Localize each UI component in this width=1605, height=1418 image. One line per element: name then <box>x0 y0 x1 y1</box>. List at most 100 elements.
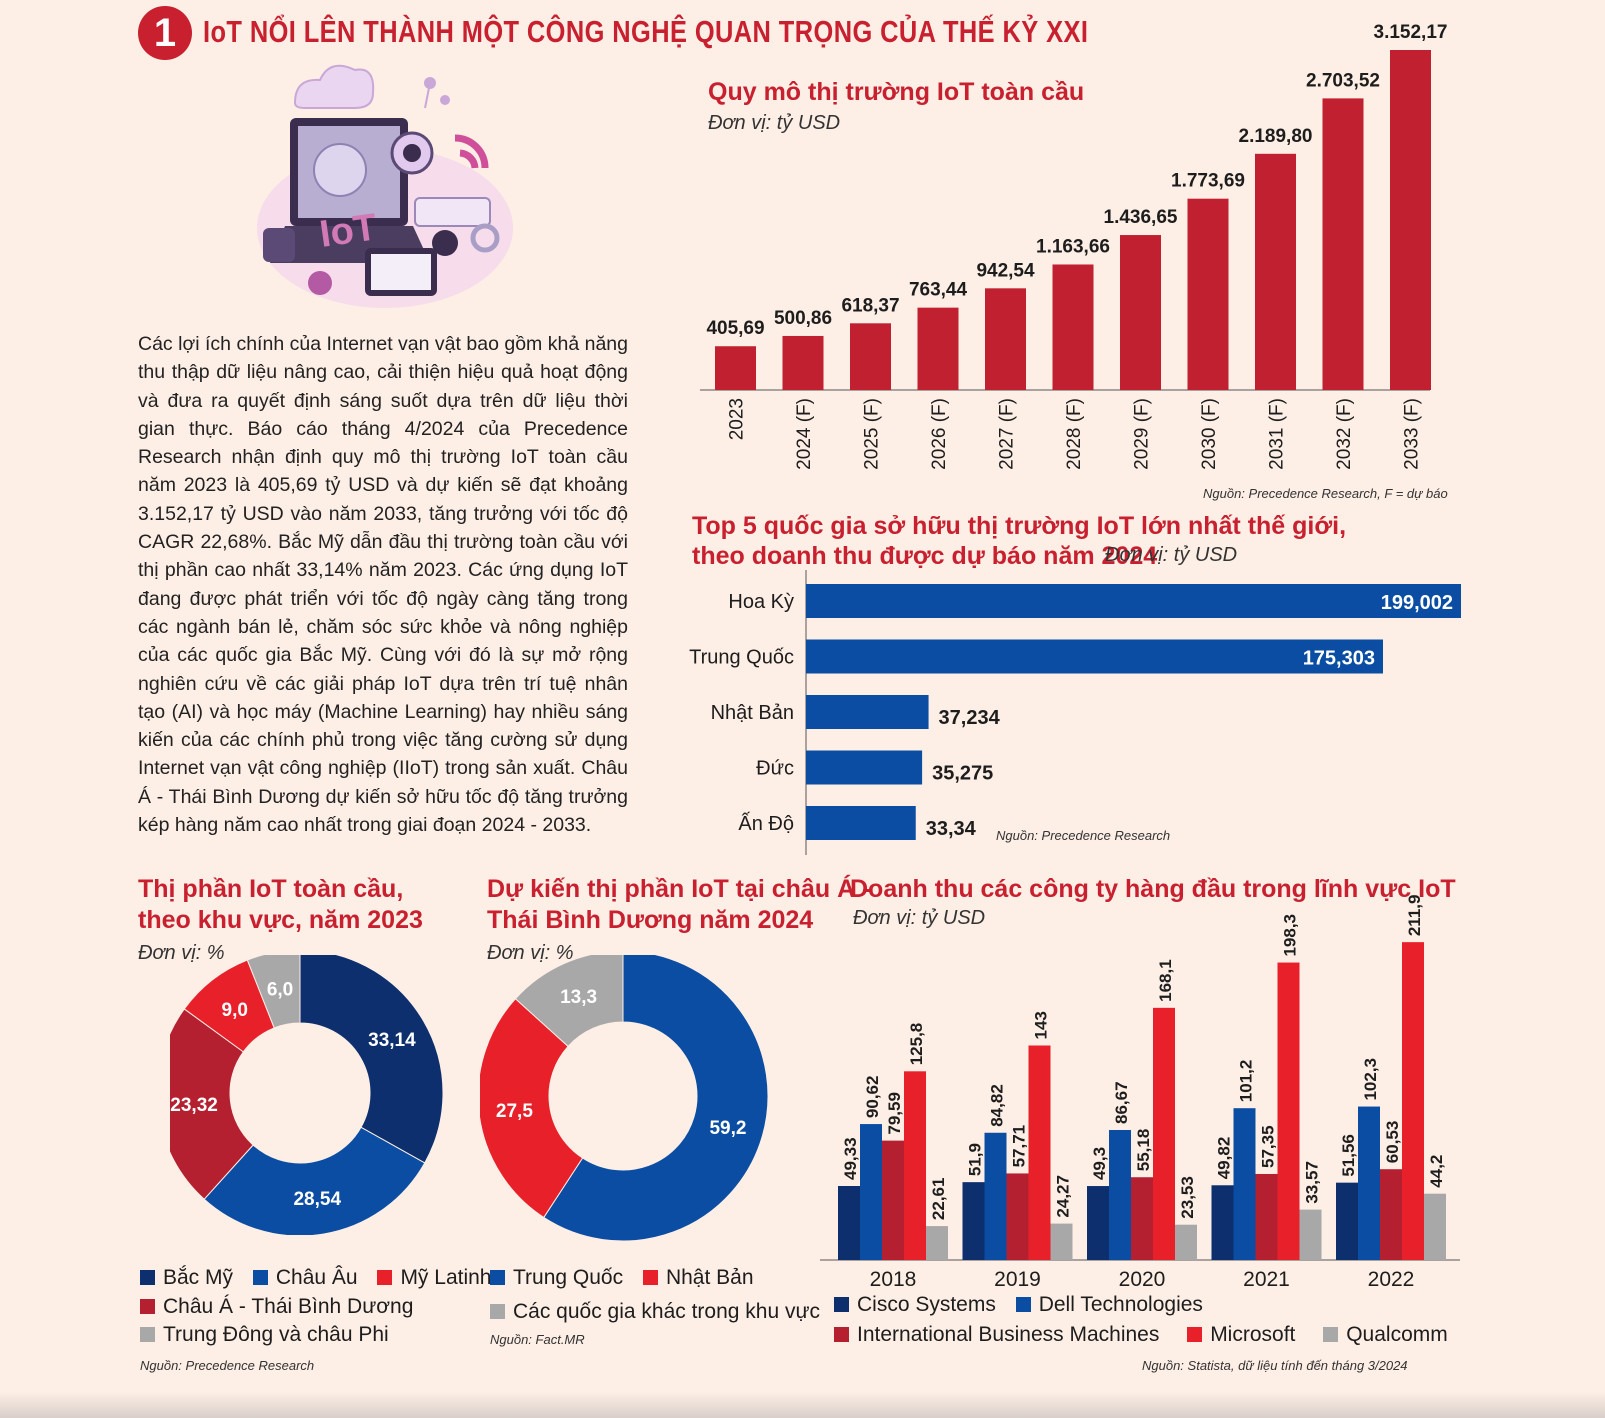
market-bar-1 <box>782 335 824 390</box>
region-share-source: Nguồn: Precedence Research <box>140 1358 315 1373</box>
region-share-title-line2: theo khu vực, năm 2023 <box>138 906 423 934</box>
company-bar-2-0 <box>1087 1186 1109 1260</box>
company-value-label-1-3: 143 <box>1032 1011 1051 1039</box>
section-number-badge: 1 <box>138 6 192 60</box>
company-revenue-source: Nguồn: Statista, dữ liệu tính đến tháng … <box>1142 1358 1408 1373</box>
legend-label-chau-au: Châu Âu <box>275 1266 358 1289</box>
market-bar-6 <box>1120 235 1161 390</box>
company-bar-0-0 <box>838 1186 860 1260</box>
market-value-label-5: 1.163,66 <box>1036 236 1110 257</box>
company-bar-2-4 <box>1175 1224 1197 1260</box>
top5-value-label-4: 33,34 <box>926 818 977 840</box>
region-slice-label-4: 6,0 <box>267 979 293 1000</box>
legend-label-microsoft: Microsoft <box>1210 1323 1296 1346</box>
market-year-label-6: 2029 (F) <box>1132 398 1153 470</box>
company-value-label-0-3: 125,8 <box>907 1023 926 1066</box>
company-value-label-0-0: 49,33 <box>841 1137 860 1180</box>
legend-label-cisco: Cisco Systems <box>857 1293 996 1316</box>
company-bar-1-0 <box>962 1182 985 1260</box>
market-year-label-5: 2028 (F) <box>1064 398 1085 470</box>
company-value-label-3-3: 198,3 <box>1281 914 1300 957</box>
market-value-label-1: 500,86 <box>774 308 832 329</box>
apac-slice-2 <box>514 955 624 1048</box>
legend-label-bac-my: Bắc Mỹ <box>163 1266 234 1289</box>
company-bar-1-1 <box>984 1132 1007 1260</box>
legend-swatch-nhat-ban <box>642 1270 658 1285</box>
market-value-label-6: 1.436,65 <box>1104 207 1178 228</box>
apac-legend-row-1: Trung Quốc Nhật Bản <box>490 1266 754 1290</box>
iot-illustration: IoT <box>257 64 513 308</box>
apac-share-unit: Đơn vị: % <box>487 942 574 964</box>
company-value-label-0-2: 79,59 <box>885 1092 904 1135</box>
top5-bar-1 <box>806 639 1383 674</box>
region-share-unit: Đơn vị: % <box>138 942 225 964</box>
market-year-label-4: 2027 (F) <box>997 398 1018 470</box>
legend-label-trung-dong: Trung Đông và châu Phi <box>163 1323 389 1346</box>
top5-source: Nguồn: Precedence Research <box>996 828 1171 843</box>
market-value-label-9: 2.703,52 <box>1306 70 1380 91</box>
market-size-source: Nguồn: Precedence Research, F = dự báo <box>1203 486 1448 501</box>
top5-country-label-0: Hoa Kỳ <box>728 591 794 613</box>
apac-share-title-line2: Thái Bình Dương năm 2024 <box>487 906 814 934</box>
company-value-label-1-1: 84,82 <box>988 1084 1007 1127</box>
market-bar-7 <box>1187 198 1229 390</box>
region-slice-label-0: 33,14 <box>368 1030 416 1051</box>
company-value-label-3-4: 33,57 <box>1303 1161 1322 1204</box>
company-bar-3-3 <box>1277 962 1300 1260</box>
top5-country-label-3: Đức <box>756 758 794 780</box>
top5-bar-0 <box>806 584 1461 618</box>
top5-bar-3 <box>806 750 923 785</box>
company-value-label-2-4: 23,53 <box>1178 1176 1197 1219</box>
legend-label-qualcomm: Qualcomm <box>1346 1323 1448 1346</box>
market-year-label-3: 2026 (F) <box>929 398 950 470</box>
market-size-unit: Đơn vị: tỷ USD <box>708 112 841 134</box>
company-value-label-1-4: 24,27 <box>1054 1175 1073 1218</box>
legend-swatch-chau-au <box>252 1270 268 1285</box>
market-size-title: Quy mô thị trường IoT toàn cầu <box>708 78 1085 106</box>
market-bar-4 <box>985 288 1026 390</box>
company-legend-row-1: Cisco Systems Dell Technologies <box>834 1293 1203 1317</box>
legend-label-dell: Dell Technologies <box>1038 1293 1203 1316</box>
intro-paragraph: Các lợi ích chính của Internet vạn vật b… <box>138 333 628 837</box>
legend-swatch-khac <box>490 1304 505 1319</box>
company-value-label-4-1: 102,3 <box>1361 1058 1380 1101</box>
company-year-label-4: 2022 <box>1368 1268 1415 1291</box>
company-bar-3-2 <box>1255 1173 1278 1260</box>
region-legend-row-3: Trung Đông và châu Phi <box>140 1323 389 1347</box>
apac-slice-1 <box>480 998 584 1219</box>
market-bar-2 <box>850 323 891 390</box>
company-bar-2-2 <box>1131 1177 1153 1260</box>
company-value-label-4-2: 60,53 <box>1383 1121 1402 1164</box>
market-year-label-7: 2030 (F) <box>1199 398 1220 470</box>
apac-share-title-line1: Dự kiến thị phần IoT tại châu Á - <box>487 875 871 903</box>
company-bar-4-1 <box>1358 1106 1380 1260</box>
company-bar-1-2 <box>1006 1173 1029 1260</box>
company-bar-0-4 <box>926 1226 948 1260</box>
market-value-label-8: 2.189,80 <box>1239 126 1313 147</box>
company-bar-4-3 <box>1402 942 1424 1260</box>
apac-slice-0 <box>543 955 769 1242</box>
market-year-label-8: 2031 (F) <box>1267 398 1288 470</box>
region-slice-2 <box>170 1008 254 1200</box>
region-slice-label-1: 28,54 <box>293 1189 341 1210</box>
region-slice-label-3: 9,0 <box>222 1000 248 1021</box>
company-bar-3-4 <box>1299 1209 1322 1260</box>
top5-value-label-1: 175,303 <box>1303 648 1375 670</box>
region-share-donut: 33,14 28,54 23,32 9,0 6,0 <box>170 955 444 1235</box>
legend-swatch-trung-quoc <box>490 1270 505 1285</box>
top5-bar-2 <box>806 695 929 729</box>
company-value-label-1-2: 57,71 <box>1010 1125 1029 1168</box>
company-year-label-3: 2021 <box>1243 1268 1290 1291</box>
market-bar-10 <box>1390 50 1431 390</box>
company-value-label-3-1: 101,2 <box>1237 1060 1256 1103</box>
legend-swatch-microsoft <box>1187 1327 1203 1342</box>
company-year-label-0: 2018 <box>870 1268 917 1291</box>
apac-slice-label-1: 27,5 <box>496 1101 533 1122</box>
top5-value-label-2: 37,234 <box>939 707 1001 729</box>
company-value-label-2-2: 55,18 <box>1134 1129 1153 1172</box>
market-value-label-3: 763,44 <box>909 280 968 301</box>
company-value-label-2-1: 86,67 <box>1112 1081 1131 1124</box>
region-legend-row-1: Bắc Mỹ Châu Âu Mỹ Latinh <box>140 1266 491 1290</box>
company-value-label-1-0: 51,9 <box>966 1143 985 1176</box>
